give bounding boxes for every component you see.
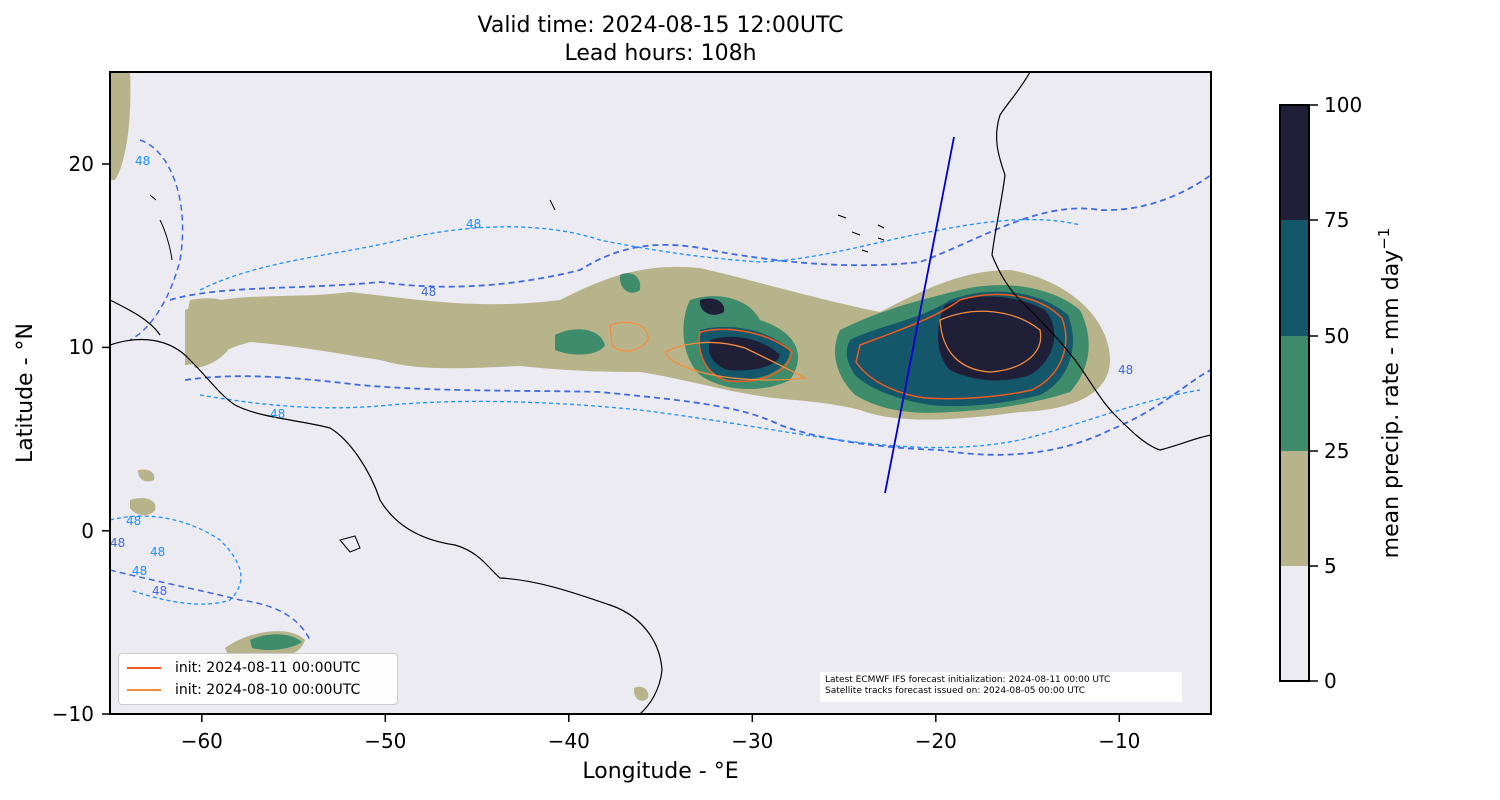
colorbar-tick-label: 100 — [1324, 93, 1362, 117]
contour-label: 48 — [150, 545, 165, 559]
contour-label: 48 — [152, 584, 167, 598]
forecast-info-box: Latest ECMWF IFS forecast initialization… — [820, 672, 1182, 702]
coastline-north-america — [110, 299, 161, 336]
title-lead-hours: Lead hours: 108h — [564, 41, 757, 66]
colorbar-tick-label: 75 — [1324, 208, 1349, 232]
colorbar-segment-0-5 — [1280, 566, 1309, 681]
legend-item-init-0810: init: 2024-08-10 00:00UTC — [127, 680, 360, 700]
contour-label: 48 — [126, 514, 141, 528]
y-axis: 20 10 0 −10 Latitude - °N — [13, 152, 110, 726]
precip-band-medium-3 — [620, 273, 641, 293]
precip-band-light-3 — [110, 72, 131, 180]
colorbar: 0 5 25 50 75 100 mean precip. rate - mm … — [1279, 93, 1404, 693]
colorbar-tick-label: 5 — [1324, 554, 1337, 578]
x-tick-label: −20 — [915, 729, 957, 753]
x-tick-label: −50 — [364, 729, 406, 753]
info-line-ecmwf: Latest ECMWF IFS forecast initialization… — [825, 675, 1111, 685]
legend-line-icon — [127, 689, 161, 691]
colorbar-label: mean precip. rate - mm day−1 — [1375, 228, 1404, 559]
colorbar-segment-25-50 — [1280, 336, 1309, 451]
contour-init-0810 — [609, 310, 1042, 381]
colorbar-tick-label: 25 — [1324, 439, 1349, 463]
contour-label: 48 — [1118, 363, 1133, 377]
x-tick-label: −10 — [1098, 729, 1140, 753]
contour-48-dark-north — [169, 174, 1211, 301]
x-tick-label: −30 — [731, 729, 773, 753]
contour-48-southwest-2 — [110, 569, 311, 641]
colorbar-segment-75-100 — [1280, 105, 1309, 220]
legend-item-label: init: 2024-08-10 00:00UTC — [175, 682, 361, 698]
precip-band-light-7 — [138, 469, 155, 482]
info-line-satellite: Satellite tracks forecast issued on: 202… — [825, 686, 1086, 696]
contour-label: 48 — [421, 285, 436, 299]
contour-init-0811 — [698, 293, 1067, 400]
precip-band-medium-4 — [250, 634, 302, 650]
y-tick-label: 10 — [69, 335, 94, 359]
plot-frame — [109, 71, 1212, 715]
contour-label: 48 — [135, 154, 150, 168]
coastline-islands — [149, 194, 885, 553]
contour-48-dark-south — [184, 369, 1211, 456]
contour-label: 48 — [270, 407, 285, 421]
x-tick-label: −60 — [181, 729, 223, 753]
contour-label: 48 — [110, 536, 125, 550]
y-tick-label: −10 — [52, 702, 94, 726]
colorbar-label-text: mean precip. rate - mm day — [1379, 250, 1404, 559]
legend: init: 2024-08-11 00:00UTC init: 2024-08-… — [118, 653, 398, 705]
coastline-south-america — [110, 339, 663, 714]
colorbar-tick-label: 0 — [1324, 669, 1337, 693]
contour-48-west — [129, 139, 184, 341]
precip-band-light-2 — [186, 298, 240, 368]
contour-label: 48 — [132, 564, 147, 578]
colorbar-frame — [1279, 104, 1310, 682]
precip-band-medium-2 — [555, 329, 605, 355]
precip-band-light-4 — [130, 498, 156, 516]
y-axis-label: Latitude - °N — [13, 323, 38, 463]
colorbar-label-superscript: −1 — [1375, 228, 1393, 250]
colorbar-tick-label: 50 — [1324, 324, 1349, 348]
y-tick-label: 20 — [69, 152, 94, 176]
x-tick-label: −40 — [548, 729, 590, 753]
satellite-track — [884, 136, 955, 494]
coastline-africa — [991, 72, 1211, 451]
colorbar-segment-5-25 — [1280, 451, 1309, 566]
map-layers: 48 48 48 48 48 48 48 48 48 48 — [110, 72, 1211, 714]
legend-item-label: init: 2024-08-11 00:00UTC — [175, 660, 361, 676]
precip-band-light-6 — [634, 686, 649, 701]
contour-48-southwest — [110, 515, 242, 605]
legend-line-icon — [127, 667, 161, 669]
precip-band-very-heavy — [700, 296, 1055, 381]
x-axis: −60 −50 −40 −30 −20 −10 Longitude - °E — [181, 714, 1140, 784]
legend-item-init-0811: init: 2024-08-11 00:00UTC — [127, 658, 360, 678]
x-axis-label: Longitude - °E — [582, 759, 738, 784]
contour-48-light-north — [199, 218, 1081, 291]
y-tick-label: 0 — [81, 519, 94, 543]
title-valid-time: Valid time: 2024-08-15 12:00UTC — [477, 13, 844, 38]
contour-label: 48 — [466, 217, 481, 231]
colorbar-segment-50-75 — [1280, 220, 1309, 336]
